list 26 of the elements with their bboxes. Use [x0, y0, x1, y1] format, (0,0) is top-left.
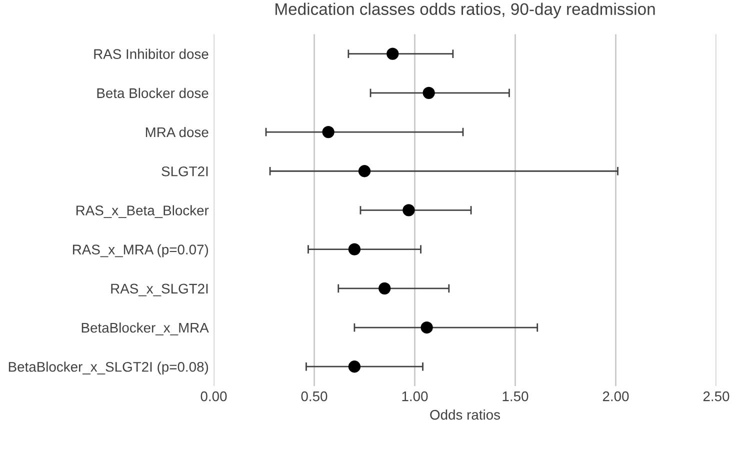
point	[378, 282, 391, 294]
y-tick-label: BetaBlocker_x_SLGT2I (p=0.08)	[8, 362, 208, 375]
y-tick-label: RAS_x_Beta_Blocker	[76, 205, 209, 218]
chart-title: Medication classes odds ratios, 90-day readmission	[276, 2, 655, 18]
y-tick-label: MRA dose	[146, 126, 208, 138]
y-tick-label: RAS Inhibitor dose	[94, 48, 208, 59]
point	[402, 204, 415, 216]
point	[348, 360, 361, 373]
x-tick-label: 1.00	[402, 391, 428, 402]
point	[422, 86, 435, 99]
x-tick-label: 1.50	[502, 391, 528, 402]
point	[358, 165, 371, 178]
y-tick-label: Beta Blocker dose	[97, 88, 208, 98]
x-tick-label: 2.00	[602, 391, 629, 402]
x-axis-title: Odds ratios	[430, 410, 500, 420]
x-tick-label: 0.50	[301, 391, 328, 402]
y-tick-label: SLGT2I	[162, 166, 208, 176]
point	[348, 243, 361, 256]
point	[420, 321, 433, 334]
x-tick-label: 2.50	[703, 391, 730, 402]
point	[322, 126, 334, 138]
point	[386, 48, 399, 60]
x-tick-label: 0.00	[200, 391, 227, 402]
y-tick-label: BetaBlocker_x_MRA	[82, 322, 209, 336]
y-tick-label: RAS_x_MRA (p=0.07)	[73, 244, 208, 258]
y-tick-label: RAS_x_SLGT2I	[111, 284, 208, 296]
